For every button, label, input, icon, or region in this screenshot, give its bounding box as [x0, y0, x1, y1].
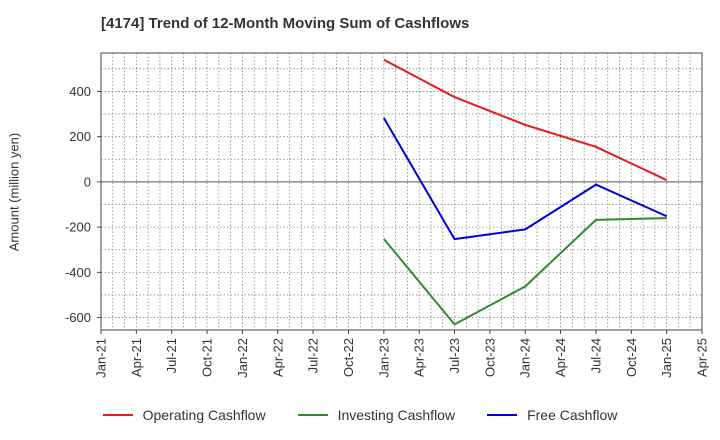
chart-title: [4174] Trend of 12-Month Moving Sum of C… — [101, 15, 470, 32]
investing-cashflow-line — [383, 217, 667, 326]
x-tick-label: Jan-22 — [235, 338, 250, 378]
x-tick-label: Apr-21 — [129, 338, 144, 377]
x-tick-label: Jul-24 — [588, 338, 603, 373]
x-tick-label: Apr-25 — [695, 338, 710, 377]
plot-area — [101, 53, 702, 330]
x-tick-label: Apr-22 — [270, 338, 285, 377]
x-tick-label: Oct-24 — [624, 338, 639, 377]
y-tick-label: -400 — [65, 265, 91, 280]
legend-item: Investing Cashflow — [297, 407, 456, 423]
legend-item: Operating Cashflow — [102, 407, 266, 423]
legend-swatch — [102, 414, 133, 416]
x-tick-label: Oct-23 — [482, 338, 497, 377]
operating-cashflow-line — [383, 58, 668, 181]
y-tick-label: 400 — [69, 84, 91, 99]
legend-swatch — [487, 414, 518, 416]
y-tick-label: 200 — [69, 129, 91, 144]
free-cashflow-line — [382, 117, 668, 241]
x-tick-label: Oct-22 — [341, 338, 356, 377]
y-tick-label: 0 — [84, 174, 91, 189]
x-tick-label: Apr-23 — [412, 338, 427, 377]
legend-item: Free Cashflow — [487, 407, 617, 423]
x-tick-label: Apr-24 — [553, 338, 568, 377]
x-tick-label: Oct-21 — [200, 338, 215, 377]
legend-label: Investing Cashflow — [337, 407, 456, 423]
plot-frame — [100, 52, 703, 331]
legend-label: Operating Cashflow — [142, 407, 266, 423]
x-tick-label: Jan-25 — [659, 338, 674, 378]
x-tick-label: Jul-21 — [164, 338, 179, 373]
y-tick-label: -200 — [65, 220, 91, 235]
legend: Operating Cashflow Investing Cashflow Free… — [0, 404, 720, 426]
x-tick-label: Jan-23 — [376, 338, 391, 378]
x-tick-label: Jul-23 — [447, 338, 462, 373]
y-tick-label: -600 — [65, 310, 91, 325]
legend-label: Free Cashflow — [527, 407, 618, 423]
x-tick-label: Jan-21 — [94, 338, 109, 378]
x-tick-label: Jul-22 — [306, 338, 321, 373]
x-tick-label: Jan-24 — [518, 338, 533, 378]
legend-swatch — [297, 414, 328, 416]
